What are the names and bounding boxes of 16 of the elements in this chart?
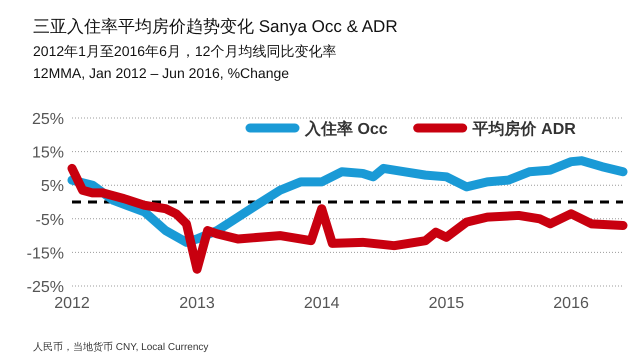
y-tick-label: -25% (26, 279, 64, 296)
y-tick-label: 5% (40, 178, 64, 196)
x-tick-label: 2015 (428, 295, 464, 312)
text: 人民币，当地货币 CNY, Local Currency (33, 341, 208, 353)
y-tick-label: 15% (32, 144, 64, 162)
x-tick-label: 2013 (179, 295, 215, 312)
y-tick-label: -15% (26, 245, 64, 262)
y-tick-label: -5% (36, 212, 64, 229)
x-tick-label: 2014 (304, 295, 340, 312)
legend-label: 平均房价 ADR (472, 119, 576, 138)
chart-subtitle: 2012年1月至2016年6月，12个月均线同比变化率 12MMA, Jan 2012 – Jun 2016, %Change (33, 43, 336, 81)
chart-title: 三亚入住率平均房价趋势变化 Sanya Occ & ADR (33, 17, 398, 36)
x-tick-label: 2016 (553, 295, 589, 312)
x-tick-label: 2012 (54, 295, 90, 312)
y-tick-label: 25% (32, 111, 64, 128)
legend-label: 入住率 Occ (304, 119, 388, 138)
